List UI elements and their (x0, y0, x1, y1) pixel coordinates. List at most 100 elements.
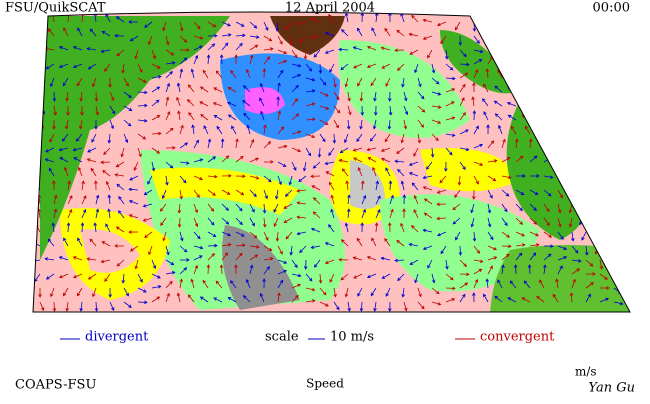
wind-arrow (199, 296, 209, 303)
wind-arrow (151, 49, 156, 60)
wind-arrow (370, 287, 377, 297)
wind-arrow (67, 208, 73, 219)
wind-arrow (454, 189, 461, 199)
wind-arrow (487, 175, 497, 182)
wind-arrow (80, 222, 85, 233)
wind-arrow (585, 272, 596, 276)
wind-arrow (627, 119, 630, 128)
wind-arrow (403, 301, 408, 312)
wind-arrow (277, 49, 288, 55)
wind-arrow (324, 259, 335, 265)
wind-arrow (580, 189, 587, 199)
wind-arrow (599, 49, 603, 60)
wind-arrow (445, 88, 456, 93)
wind-arrow (123, 119, 132, 127)
wind-arrow (49, 77, 55, 88)
wind-arrow (473, 68, 479, 79)
wind-arrow (137, 300, 148, 305)
wind-arrow (543, 217, 550, 226)
wind-arrow (571, 175, 578, 185)
wind-arrow (296, 201, 307, 205)
wind-arrow (557, 175, 567, 181)
wind-arrow (388, 105, 393, 116)
wind-arrow (347, 301, 351, 312)
wind-arrow (151, 63, 161, 69)
wind-arrow (578, 203, 587, 211)
wind-arrow (263, 245, 273, 252)
wind-arrow (422, 186, 433, 191)
wind-arrow (319, 287, 327, 296)
wind-arrow (249, 54, 254, 65)
wind-arrow (235, 203, 243, 212)
wind-arrow (249, 189, 257, 198)
wind-arrow (403, 91, 408, 102)
wind-arrow (338, 158, 349, 163)
wind-arrow (179, 161, 190, 165)
wind-arrow (310, 35, 321, 39)
wind-arrow (400, 222, 405, 233)
wind-arrow (277, 279, 284, 289)
wind-arrow (501, 54, 505, 65)
wind-arrow (571, 245, 579, 254)
wind-arrow (501, 44, 510, 51)
wind-arrow (394, 159, 405, 164)
wind-arrow (431, 119, 442, 124)
wind-arrow (303, 49, 308, 60)
wind-arrow (571, 143, 581, 149)
wind-arrow (557, 55, 563, 65)
wind-arrow (556, 124, 560, 135)
wind-arrow (584, 175, 588, 186)
wind-arrow (430, 147, 435, 158)
wind-arrow (262, 203, 267, 214)
wind-arrow (123, 301, 132, 308)
wind-arrow (470, 203, 475, 214)
wind-arrow (235, 21, 245, 27)
wind-arrow (585, 111, 592, 121)
wind-arrow (347, 105, 352, 116)
wind-arrow (472, 231, 477, 242)
wind-arrow (165, 49, 175, 56)
wind-arrow (276, 96, 280, 107)
wind-arrow (529, 174, 540, 178)
wind-arrow (584, 245, 589, 256)
wind-arrow (259, 292, 265, 303)
wind-arrow (179, 48, 190, 52)
wind-arrow (487, 265, 493, 275)
wind-arrow (72, 46, 83, 51)
wind-arrow (459, 293, 466, 303)
wind-arrow (353, 273, 363, 279)
wind-arrow (445, 286, 456, 291)
wind-arrow (387, 119, 392, 130)
wind-arrow (179, 267, 188, 275)
wind-arrow (263, 141, 272, 149)
wind-arrow (422, 228, 433, 233)
wind-arrow (213, 115, 223, 121)
wind-arrow (193, 54, 199, 65)
wind-arrow (459, 161, 466, 171)
wind-arrow (459, 282, 469, 289)
wind-arrow (235, 155, 244, 163)
wind-arrow (193, 203, 198, 214)
wind-arrow (366, 63, 377, 68)
wind-arrow (557, 35, 568, 41)
wind-arrow (193, 264, 198, 275)
wind-arrow (627, 287, 630, 298)
wind-arrow (193, 255, 203, 261)
wind-arrow (529, 33, 540, 37)
wind-arrow (384, 237, 391, 247)
wind-arrow (346, 208, 351, 219)
wind-arrow (235, 138, 239, 149)
scale-value: 10 m/s (330, 330, 374, 345)
date: 12 April 2004 (285, 1, 375, 16)
wind-arrow (219, 54, 224, 65)
wind-arrow (340, 239, 349, 247)
wind-arrow (403, 119, 408, 130)
wind-arrow (599, 63, 608, 71)
wind-arrow (483, 111, 489, 121)
wind-arrow (413, 147, 419, 157)
wind-arrow (333, 287, 337, 298)
wind-arrow (118, 195, 125, 205)
wind-arrow (129, 175, 139, 181)
wind-arrow (221, 174, 232, 178)
wind-arrow (521, 297, 531, 303)
